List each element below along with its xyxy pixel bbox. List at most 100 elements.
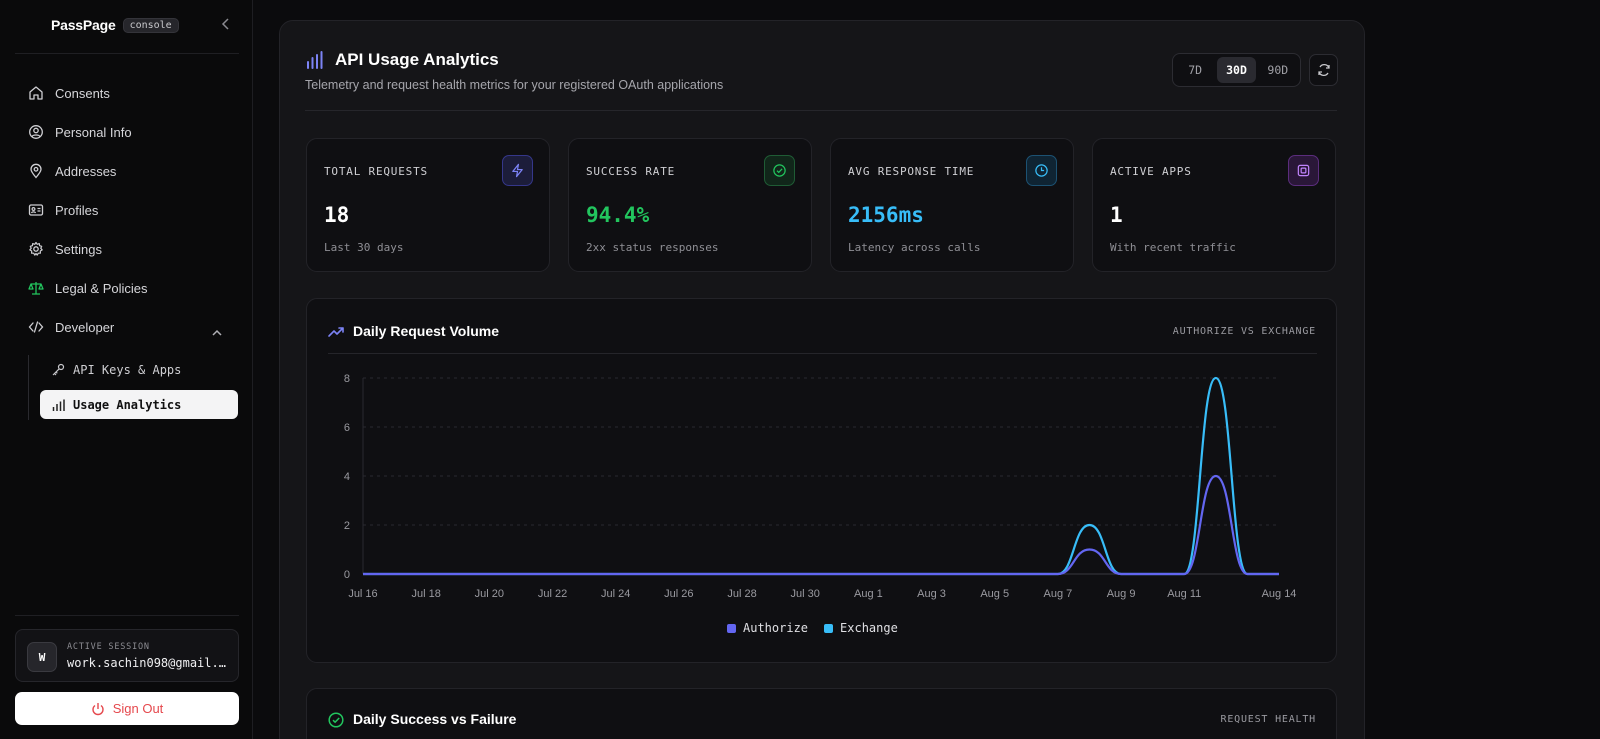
sidebar: PassPage console Consents Personal Info … (0, 0, 253, 739)
bar-chart-icon (52, 399, 65, 411)
range-7d-button[interactable]: 7D (1188, 63, 1203, 77)
x-tick-label: Aug 14 (1262, 588, 1297, 600)
home-icon (29, 86, 43, 100)
x-tick-label: Aug 11 (1167, 588, 1201, 600)
stat-note: Last 30 days (324, 241, 404, 254)
stat-card-success-rate: SUCCESS RATE 94.4% 2xx status responses (568, 138, 812, 272)
daily-health-card: Daily Success vs Failure REQUEST HEALTH (306, 688, 1337, 739)
stat-card-total-requests: TOTAL REQUESTS 18 Last 30 days (306, 138, 550, 272)
sidebar-item-label: Addresses (55, 163, 117, 179)
chevron-up-icon[interactable] (210, 326, 224, 340)
stat-card-avg-response-time: AVG RESPONSE TIME 2156ms Latency across … (830, 138, 1074, 272)
y-tick-label: 0 (344, 569, 350, 581)
x-tick-label: Jul 26 (664, 588, 693, 600)
x-tick-label: Aug 5 (980, 588, 1009, 600)
map-pin-icon (30, 163, 42, 179)
stat-label: SUCCESS RATE (586, 165, 676, 178)
sidebar-item-label: Personal Info (55, 124, 132, 140)
sidebar-item-label: Consents (55, 85, 110, 101)
x-tick-label: Jul 16 (348, 588, 377, 600)
legend-swatch (727, 623, 736, 633)
card-title: Daily Request Volume (353, 323, 500, 339)
x-tick-label: Aug 9 (1107, 588, 1136, 600)
stat-note: With recent traffic (1110, 241, 1236, 254)
series-line-authorize (363, 474, 1279, 576)
y-tick-label: 2 (344, 520, 350, 532)
card-title: Daily Success vs Failure (353, 711, 517, 727)
sign-out-button[interactable]: Sign Out (15, 692, 239, 725)
sidebar-divider (15, 615, 239, 616)
range-30d-button[interactable]: 30D (1217, 57, 1256, 83)
card-tag: AUTHORIZE VS EXCHANGE (1172, 326, 1316, 337)
brand-name: PassPage (51, 17, 116, 33)
clock-icon (1026, 155, 1057, 186)
x-tick-label: Jul 28 (727, 588, 756, 600)
sidebar-item-label: API Keys & Apps (73, 362, 182, 377)
sidebar-item-label: Legal & Policies (55, 280, 148, 296)
scale-icon (28, 282, 44, 295)
x-tick-label: Jul 18 (411, 588, 440, 600)
session-label: ACTIVE SESSION (67, 642, 150, 652)
stat-label: ACTIVE APPS (1110, 165, 1192, 178)
legend-item-authorize[interactable]: Authorize (727, 621, 808, 635)
x-tick-label: Aug 3 (917, 588, 946, 600)
session-card: W ACTIVE SESSION work.sachin098@gmail.co… (15, 629, 239, 682)
daily-volume-card: Daily Request Volume AUTHORIZE VS EXCHAN… (306, 298, 1337, 663)
stat-value: 94.4% (586, 203, 650, 227)
y-tick-label: 8 (344, 373, 350, 385)
sign-out-label: Sign Out (112, 701, 164, 716)
stat-value: 1 (1110, 203, 1123, 227)
key-icon (52, 363, 65, 375)
code-icon (28, 321, 44, 333)
sidebar-item-usage-analytics[interactable]: Usage Analytics (40, 390, 238, 419)
sidebar-item-legal-policies[interactable]: Legal & Policies (28, 277, 148, 299)
x-tick-label: Aug 7 (1044, 588, 1073, 600)
sidebar-item-addresses[interactable]: Addresses (28, 160, 116, 182)
legend-swatch (824, 623, 834, 633)
brand[interactable]: PassPage console (51, 17, 179, 33)
stat-card-active-apps: ACTIVE APPS 1 With recent traffic (1092, 138, 1336, 272)
y-tick-label: 4 (344, 471, 350, 483)
sidebar-item-label: Profiles (55, 202, 99, 218)
chart-legend: Authorize Exchange (727, 621, 898, 635)
stat-value: 2156ms (848, 203, 924, 227)
bar-chart-icon (307, 51, 323, 69)
sidebar-item-profiles[interactable]: Profiles (28, 199, 98, 221)
gear-icon (29, 241, 43, 256)
legend-label: Exchange (840, 621, 898, 635)
id-card-icon (28, 204, 44, 216)
header-divider (305, 110, 1337, 111)
refresh-button[interactable] (1309, 54, 1338, 86)
sidebar-item-label: Developer (55, 319, 115, 335)
sidebar-item-consents[interactable]: Consents (28, 82, 110, 104)
legend-item-exchange[interactable]: Exchange (824, 621, 898, 635)
stat-note: Latency across calls (848, 241, 981, 254)
check-circle-icon (764, 155, 795, 186)
collapse-sidebar-icon[interactable] (219, 16, 233, 32)
sidebar-divider (15, 53, 239, 54)
sidebar-item-label: Settings (55, 241, 102, 257)
check-circle-icon (328, 712, 344, 728)
chip-icon (1288, 155, 1319, 186)
card-divider (328, 353, 1317, 354)
sidebar-item-developer[interactable]: Developer (28, 316, 114, 338)
refresh-icon (1317, 63, 1330, 77)
sidebar-item-label: Usage Analytics (73, 397, 182, 412)
range-90d-button[interactable]: 90D (1267, 63, 1289, 77)
sidebar-item-settings[interactable]: Settings (28, 238, 102, 260)
stat-label: AVG RESPONSE TIME (848, 165, 975, 178)
bolt-icon (502, 155, 533, 186)
x-tick-label: Jul 20 (475, 588, 504, 600)
page-title: API Usage Analytics (335, 50, 499, 69)
trending-up-icon (328, 327, 344, 337)
range-selector: 7D 30D 90D (1172, 53, 1301, 87)
sidebar-item-api-keys[interactable]: API Keys & Apps (40, 355, 238, 384)
user-circle-icon (29, 125, 43, 139)
x-tick-label: Jul 30 (791, 588, 820, 600)
y-tick-label: 6 (344, 422, 350, 434)
avatar: W (27, 642, 57, 672)
card-tag: REQUEST HEALTH (1220, 714, 1316, 725)
daily-volume-chart: 0 2 4 6 8 Jul 16 Jul 18 Jul 20 Jul 22 Jul 24 Jul 2… (344, 373, 1297, 600)
session-email: work.sachin098@gmail.com (67, 656, 232, 670)
sidebar-item-personal-info[interactable]: Personal Info (28, 121, 132, 143)
